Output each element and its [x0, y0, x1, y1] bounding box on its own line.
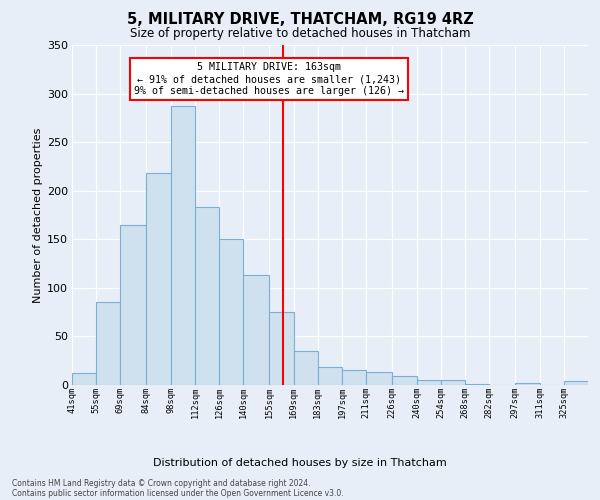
- Bar: [72, 374, 96, 385]
- Bar: [269, 312, 293, 385]
- Bar: [342, 370, 367, 385]
- Text: 5 MILITARY DRIVE: 163sqm
← 91% of detached houses are smaller (1,243)
9% of semi: 5 MILITARY DRIVE: 163sqm ← 91% of detach…: [134, 62, 404, 96]
- Bar: [564, 381, 588, 385]
- Text: Contains public sector information licensed under the Open Government Licence v3: Contains public sector information licen…: [12, 489, 344, 498]
- Bar: [121, 224, 146, 385]
- Bar: [465, 384, 490, 385]
- Y-axis label: Number of detached properties: Number of detached properties: [32, 128, 43, 302]
- Bar: [146, 173, 170, 385]
- Bar: [367, 372, 392, 385]
- Bar: [392, 376, 416, 385]
- Bar: [195, 207, 219, 385]
- Text: 5, MILITARY DRIVE, THATCHAM, RG19 4RZ: 5, MILITARY DRIVE, THATCHAM, RG19 4RZ: [127, 12, 473, 28]
- Bar: [96, 302, 121, 385]
- Bar: [293, 351, 318, 385]
- Bar: [244, 275, 269, 385]
- Bar: [318, 366, 342, 385]
- Bar: [515, 383, 539, 385]
- Bar: [219, 240, 244, 385]
- Bar: [416, 380, 441, 385]
- Bar: [170, 106, 195, 385]
- Text: Contains HM Land Registry data © Crown copyright and database right 2024.: Contains HM Land Registry data © Crown c…: [12, 479, 311, 488]
- Bar: [441, 380, 465, 385]
- Text: Distribution of detached houses by size in Thatcham: Distribution of detached houses by size …: [153, 458, 447, 468]
- Text: Size of property relative to detached houses in Thatcham: Size of property relative to detached ho…: [130, 28, 470, 40]
